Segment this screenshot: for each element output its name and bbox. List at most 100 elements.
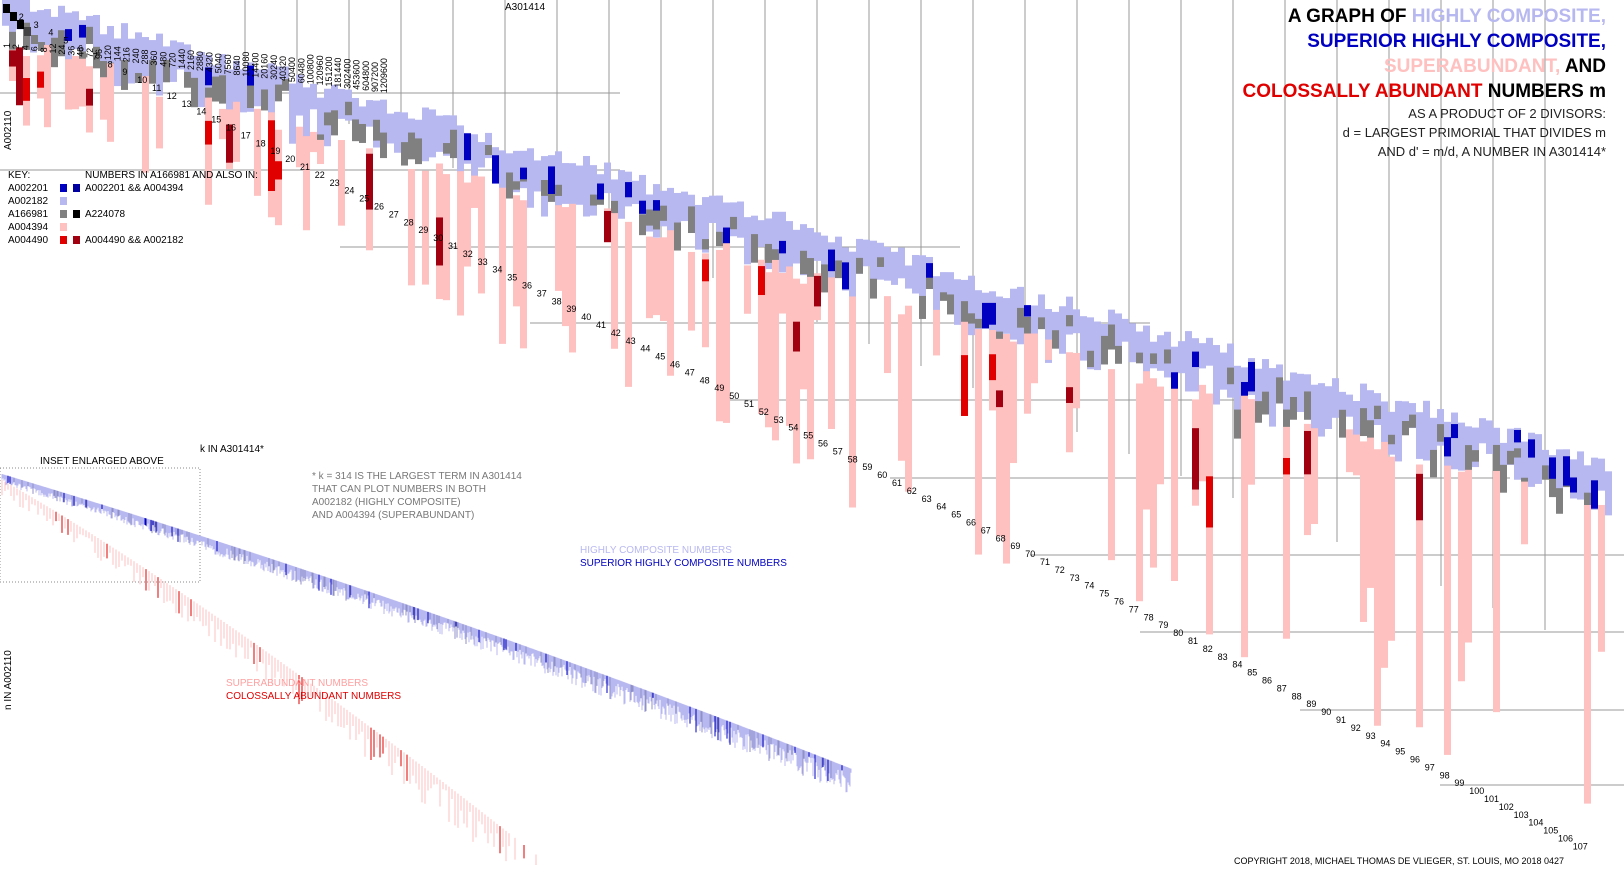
column-tick-label: 144 (112, 46, 122, 61)
column-tick-label: 216 (122, 47, 132, 62)
ca-segment (996, 390, 1003, 408)
column-tick-label: 240 (131, 48, 141, 63)
row-tick-label: 72 (1055, 565, 1065, 575)
early-cell (38, 42, 45, 51)
hcn-cell (44, 9, 51, 49)
shcn-cell (1514, 429, 1521, 443)
hcn-cell (835, 236, 842, 276)
sa-drop (975, 328, 982, 555)
hcn-cell (772, 211, 779, 267)
hcn-cell (72, 11, 79, 50)
hcn-cell (289, 83, 296, 144)
both-cell (275, 84, 282, 102)
row-tick-label: 18 (256, 138, 266, 148)
both-cell (926, 270, 933, 289)
ca-segment (436, 217, 443, 266)
row-tick-label: 86 (1262, 676, 1272, 686)
hcn-cell (128, 38, 135, 84)
both-cell (23, 22, 30, 50)
shcn-cell (464, 133, 471, 161)
sa-drop (471, 175, 478, 208)
sa-drop (317, 139, 324, 165)
row-tick-label: 106 (1558, 834, 1573, 844)
row-tick-label: 39 (566, 304, 576, 314)
hcn-cell (422, 107, 429, 162)
row-tick-label: 24 (344, 186, 354, 196)
both-cell (380, 132, 387, 159)
shcn-cell (723, 227, 730, 258)
sa-drop (996, 338, 1003, 537)
row-tick-label: 11 (152, 83, 161, 93)
shcn-cell (1563, 456, 1570, 486)
shcn-cell (842, 262, 849, 290)
ca-segment (1304, 430, 1311, 475)
row-tick-label: 3 (34, 20, 39, 30)
both-cell (1038, 317, 1045, 330)
hcn-cell (513, 150, 520, 193)
row-tick-label: 48 (700, 375, 710, 385)
sa-drop (1367, 437, 1374, 588)
sa-drop (457, 171, 464, 316)
hcn-cell (499, 150, 506, 201)
sa-drop (1108, 369, 1115, 561)
both-cell (975, 318, 982, 329)
column-tick-label: 20160 (260, 54, 270, 79)
row-tick-label: 104 (1528, 818, 1543, 828)
sa-drop (79, 58, 86, 107)
row-tick-label: 59 (862, 462, 872, 472)
sa-drop (1010, 341, 1017, 464)
row-tick-label: 77 (1129, 604, 1139, 614)
column-tick-label: 302400 (342, 59, 352, 89)
both-cell (660, 205, 667, 221)
both-cell (212, 76, 219, 102)
hcn-cell (534, 160, 541, 192)
sa-drop (422, 170, 429, 285)
hcn-cell (1283, 380, 1290, 427)
hcn-cell (1073, 309, 1080, 334)
shcn-cell (1549, 457, 1556, 479)
inset-box (0, 467, 201, 583)
both-cell (555, 184, 562, 196)
footnote: * k = 314 IS THE LARGEST TERM IN A301414… (312, 470, 522, 522)
hcn-cell (1136, 331, 1143, 361)
hcn-cell (863, 239, 870, 267)
column-tick-label: 453600 (352, 60, 362, 90)
hcn-cell (1605, 471, 1612, 516)
both-cell (443, 143, 450, 154)
early-cell (10, 12, 17, 21)
hcn-cell (1052, 311, 1059, 335)
hcn-cell (471, 134, 478, 191)
hcn-cell (1500, 442, 1507, 486)
key-row-1-seq: A002201 (8, 183, 49, 194)
row-tick-label: 52 (759, 407, 769, 417)
title-line-4: COLOSSALLY ABUNDANT NUMBERS m (1243, 79, 1607, 104)
row-tick-label: 36 (522, 281, 532, 291)
row-tick-label: 100 (1469, 786, 1484, 796)
sa-drop (1171, 388, 1178, 582)
hcn-cell (100, 34, 107, 79)
hcn-cell (590, 165, 597, 216)
sa-drop (800, 283, 807, 390)
hcn-cell (79, 20, 86, 59)
both-cell (1500, 464, 1507, 493)
row-tick-label: 5 (63, 36, 68, 46)
shcn-cell (597, 183, 604, 200)
hcn-cell (303, 87, 310, 141)
row-tick-label: 10 (137, 75, 147, 85)
row-tick-label: 4 (48, 28, 53, 38)
both-cell (947, 294, 954, 315)
row-tick-label: 56 (818, 439, 828, 449)
hcn-cell (737, 201, 744, 238)
hcn-cell (1080, 316, 1087, 361)
column-tick-label: 6 (30, 46, 40, 51)
sa-drop (499, 187, 506, 344)
hcn-cell (709, 195, 716, 223)
hcn-cell (744, 217, 751, 265)
sa-drop (1024, 333, 1031, 414)
both-cell (191, 77, 198, 108)
row-tick-label: 61 (892, 478, 902, 488)
sa-drop (1136, 383, 1143, 602)
row-tick-label: 25 (359, 194, 369, 204)
row-tick-label: 91 (1336, 715, 1346, 725)
both-cell (1549, 474, 1556, 498)
